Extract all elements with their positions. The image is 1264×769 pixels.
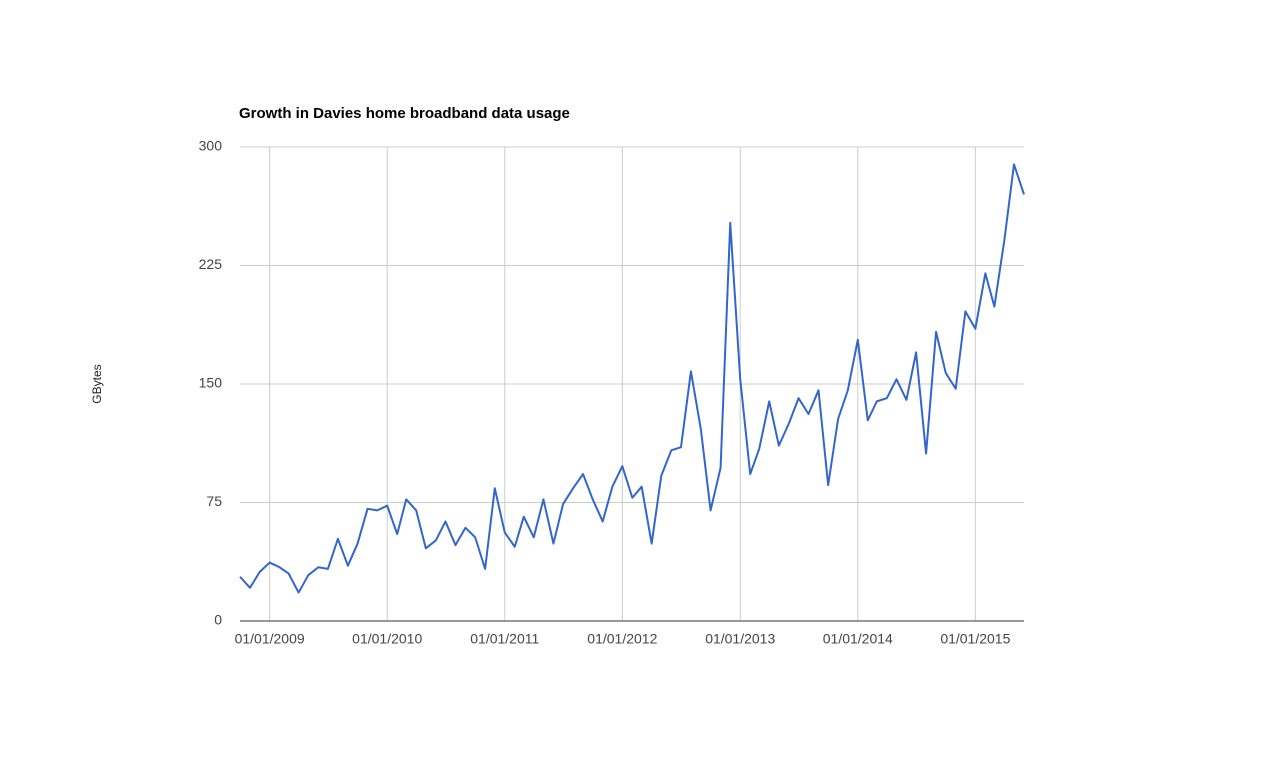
x-tick-label: 01/01/2014 xyxy=(823,631,893,647)
x-tick-label: 01/01/2015 xyxy=(940,631,1010,647)
x-tick-label: 01/01/2009 xyxy=(235,631,305,647)
y-tick-label: 225 xyxy=(199,256,223,272)
y-tick-label: 300 xyxy=(199,138,223,154)
y-tick-label: 0 xyxy=(214,612,222,628)
y-axis-label: GBytes xyxy=(90,364,104,403)
chart-title: Growth in Davies home broadband data usa… xyxy=(239,105,570,122)
x-tick-label: 01/01/2013 xyxy=(705,631,775,647)
data-line xyxy=(239,163,1025,594)
x-tick-label: 01/01/2011 xyxy=(470,631,539,647)
y-tick-label: 150 xyxy=(199,375,223,391)
x-tick-label: 01/01/2010 xyxy=(352,631,422,647)
x-tick-label: 01/01/2012 xyxy=(587,631,657,647)
y-tick-label: 75 xyxy=(206,493,222,509)
